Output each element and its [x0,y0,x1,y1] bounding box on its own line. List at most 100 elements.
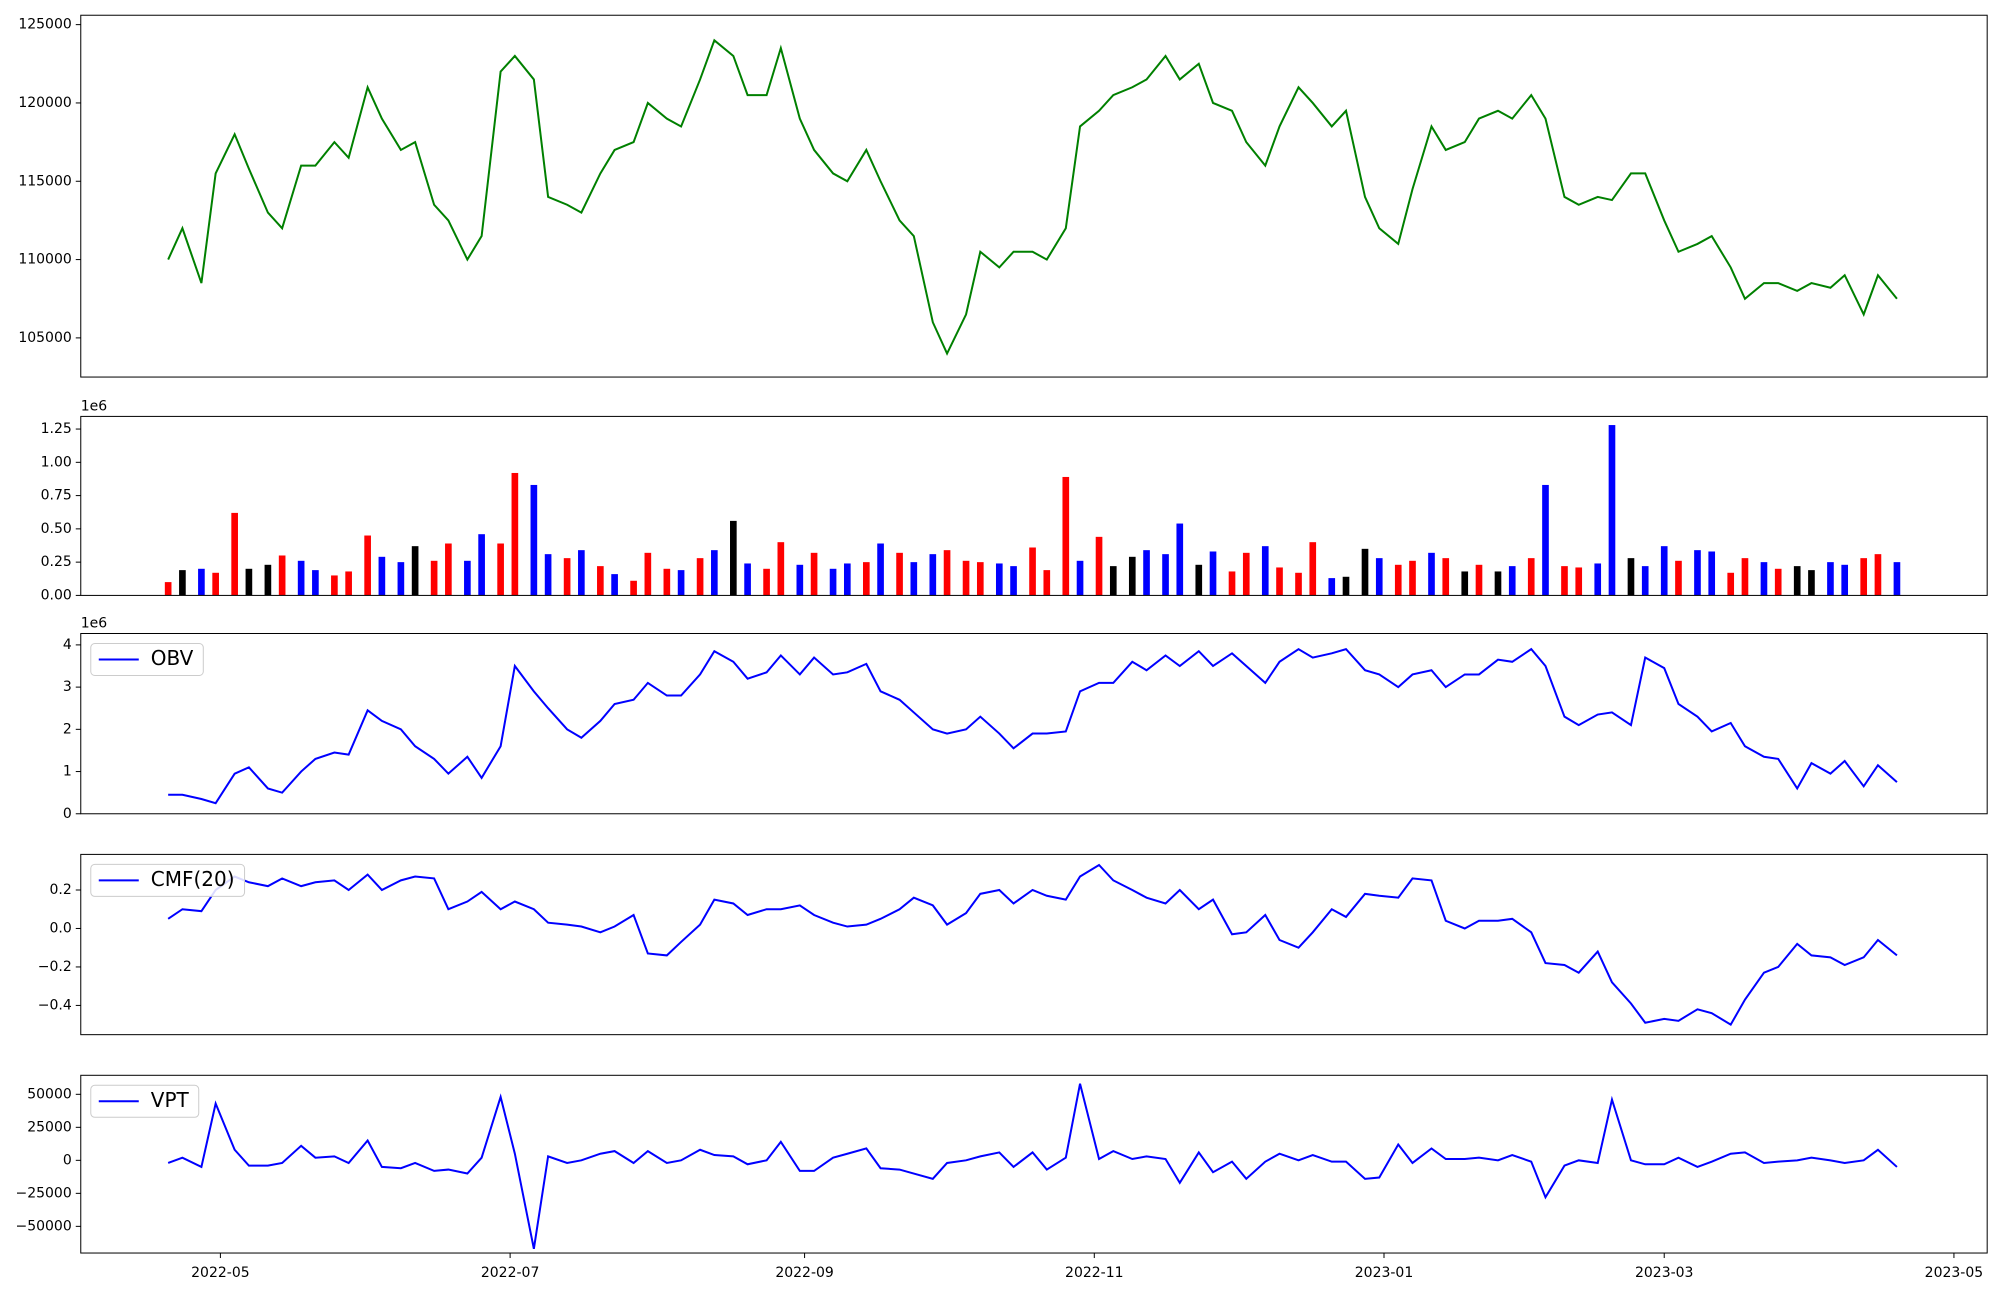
volume-bar [1010,566,1017,596]
legend-label: VPT [151,1088,190,1112]
volume-bar [877,543,884,596]
y-tick-label: 0.2 [50,882,72,898]
y-tick-label: 120000 [18,95,71,111]
volume-bar [1641,566,1649,596]
series-line [167,863,1898,1027]
volume-bar [1261,546,1269,596]
series-line [168,647,1898,805]
volume-bar [976,562,984,596]
volume-bar [611,574,618,596]
volume-bar [744,563,751,596]
volume-bar [1442,558,1450,596]
volume-bar [578,550,585,596]
volume-bar [430,560,438,596]
volume-bar [1128,556,1136,596]
volume-bar [1575,567,1583,596]
volume-bar [962,560,970,596]
volume-bar [297,560,305,596]
legend: OBV [90,642,204,676]
volume-bar [1276,567,1283,596]
volume-bar [397,562,405,596]
y-tick-label: −0.4 [38,997,72,1013]
volume-bar [1095,536,1103,596]
y-tick-label: 105000 [18,330,71,346]
x-tick-label: 2022-09 [775,1265,834,1281]
volume-bar [777,542,785,596]
volume-bar [796,564,804,596]
x-tick-label: 2022-07 [481,1265,540,1281]
x-tick-label: 2022-11 [1065,1265,1124,1281]
volume-bar [1741,558,1749,596]
volume-bar [810,552,818,596]
y-tick-label: 0.00 [41,587,72,603]
volume-bar [1475,564,1483,596]
volume-bar [1143,550,1150,596]
y-tick-label: 0.50 [41,521,72,537]
volume-bar [530,484,538,596]
volume-bar [1228,571,1236,596]
volume-bar [763,568,770,596]
volume-bar [497,543,504,596]
volume-bar [544,554,552,596]
volume-bar [1195,564,1203,596]
volume-bar [910,562,918,596]
volume-bar [1675,560,1682,596]
volume-bar [943,550,951,596]
volume-bar [1375,558,1383,596]
axes-frame [80,632,1988,815]
volume-bar [929,554,937,596]
volume-bar [1561,566,1568,596]
volume-bar [1542,484,1549,596]
volume-bar [1860,558,1868,596]
y-tick-label: −0.2 [38,959,72,975]
volume-bar [677,570,685,596]
volume-bar [1827,562,1834,596]
x-tick-label: 2022-05 [191,1265,250,1281]
volume-bar [364,535,371,596]
volume-bar [411,546,419,596]
y-tick-label: 1.25 [41,421,72,437]
volume-bar [843,563,851,596]
volume-bar [1328,578,1336,596]
legend-box [90,863,246,897]
axes-frame [80,853,1988,1036]
legend-label: OBV [151,646,194,670]
x-tick-label: 2023-01 [1355,1265,1414,1281]
volume-bar [1428,552,1435,596]
y-tick-label: 3 [63,679,72,695]
volume-bar [464,560,471,596]
volume-bar [1076,560,1084,596]
volume-bar [1109,566,1117,596]
volume-bar [1874,554,1882,596]
y-tick-label: 4 [63,637,72,653]
y-tick-label: −25000 [15,1185,71,1201]
volume-bar [445,543,452,596]
volume-bar [1342,576,1350,596]
legend: CMF(20) [90,863,246,897]
volume-bar [1162,554,1169,596]
volume-bar [896,552,903,596]
volume-bar [1841,564,1849,596]
series-line [167,1083,1898,1249]
volume-bar [1727,572,1735,596]
volume-bar [1494,571,1502,596]
y-tick-label: 0.0 [50,920,72,936]
volume-bar [345,571,352,596]
offset-label: 1e6 [81,615,108,631]
volume-bar [829,568,837,596]
volume-bar [862,562,870,596]
legend-box [90,1084,200,1118]
y-tick-label: 125000 [18,17,71,33]
volume-bar [1409,560,1416,596]
y-tick-label: 0 [63,806,72,822]
volume-bar [1508,566,1516,596]
volume-bar [995,563,1003,596]
volume-bar [1527,558,1535,596]
volume-bar [378,556,386,596]
volume-bar [1893,562,1901,596]
volume-bar [198,568,205,596]
volume-bar [1708,551,1716,596]
volume-bar [1043,570,1051,596]
y-tick-label: 0.75 [41,488,72,504]
